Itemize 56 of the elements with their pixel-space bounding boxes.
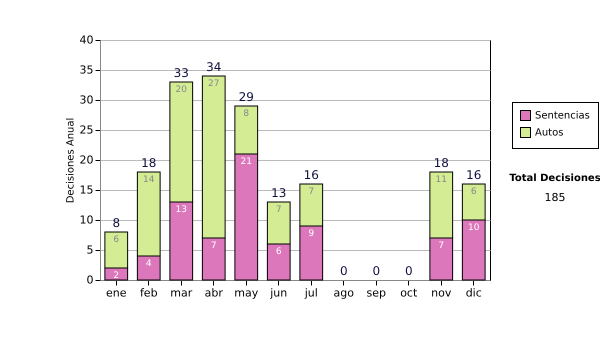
y-tick-label: 20 bbox=[80, 154, 94, 166]
y-tick-label: 10 bbox=[80, 214, 94, 226]
y-tick-label: 5 bbox=[86, 244, 94, 256]
x-tick-label: dic bbox=[466, 286, 482, 300]
total-label: 16 bbox=[304, 168, 319, 182]
y-tick-label: 15 bbox=[80, 184, 94, 196]
y-tick-label: 25 bbox=[80, 124, 94, 136]
data-label: 8 bbox=[243, 109, 250, 119]
x-tick-label: mar bbox=[170, 286, 193, 300]
y-tick-label: 0 bbox=[86, 274, 94, 286]
data-label: 13 bbox=[176, 205, 187, 215]
data-label: 11 bbox=[436, 175, 447, 185]
total-label: 16 bbox=[466, 168, 482, 182]
x-tick-label: feb bbox=[140, 286, 158, 300]
y-tick-label: 35 bbox=[80, 64, 94, 76]
total-label: 0 bbox=[372, 264, 380, 278]
x-tick-label: ene bbox=[106, 286, 127, 300]
data-label: 10 bbox=[468, 223, 480, 233]
text: 185 bbox=[544, 191, 566, 204]
x-tick-label: abr bbox=[204, 286, 224, 300]
total-label: 8 bbox=[112, 216, 120, 230]
data-label: 4 bbox=[146, 259, 152, 269]
data-label: 20 bbox=[176, 85, 188, 95]
data-label: 6 bbox=[470, 187, 477, 197]
total-label: 13 bbox=[271, 186, 286, 200]
data-label: 14 bbox=[143, 175, 155, 185]
data-label: 7 bbox=[308, 187, 314, 197]
legend-label: Sentencias bbox=[535, 110, 590, 122]
text: Total Decisiones bbox=[509, 173, 600, 184]
total-label: 0 bbox=[404, 264, 413, 278]
data-label: 21 bbox=[240, 157, 252, 167]
x-tick-label: jul bbox=[304, 286, 318, 300]
x-tick-label: jun bbox=[269, 286, 288, 300]
total-label: 18 bbox=[434, 156, 449, 170]
x-tick-label: nov bbox=[431, 286, 452, 300]
total-label: 33 bbox=[174, 66, 189, 80]
data-label: 2 bbox=[113, 271, 120, 281]
x-tick-label: sep bbox=[366, 286, 386, 300]
data-label: 7 bbox=[276, 205, 282, 215]
data-label: 27 bbox=[208, 79, 220, 89]
y-axis-title: Decisiones Anual bbox=[66, 118, 77, 204]
x-tick-label: may bbox=[234, 286, 259, 300]
total-label: 34 bbox=[206, 60, 222, 74]
data-label: 9 bbox=[308, 229, 314, 239]
data-label: 6 bbox=[113, 235, 120, 245]
x-tick-label: ago bbox=[334, 286, 354, 300]
total-label: 29 bbox=[238, 90, 254, 104]
total-label: 18 bbox=[141, 156, 156, 170]
legend-label: Autos bbox=[535, 128, 564, 138]
total-label: 0 bbox=[340, 264, 348, 278]
y-tick-label: 30 bbox=[80, 94, 94, 106]
data-label: 7 bbox=[438, 241, 444, 251]
x-tick-label: oct bbox=[400, 286, 418, 300]
data-label: 7 bbox=[210, 241, 217, 251]
y-tick-label: 40 bbox=[80, 34, 94, 46]
data-label: 6 bbox=[276, 247, 282, 257]
